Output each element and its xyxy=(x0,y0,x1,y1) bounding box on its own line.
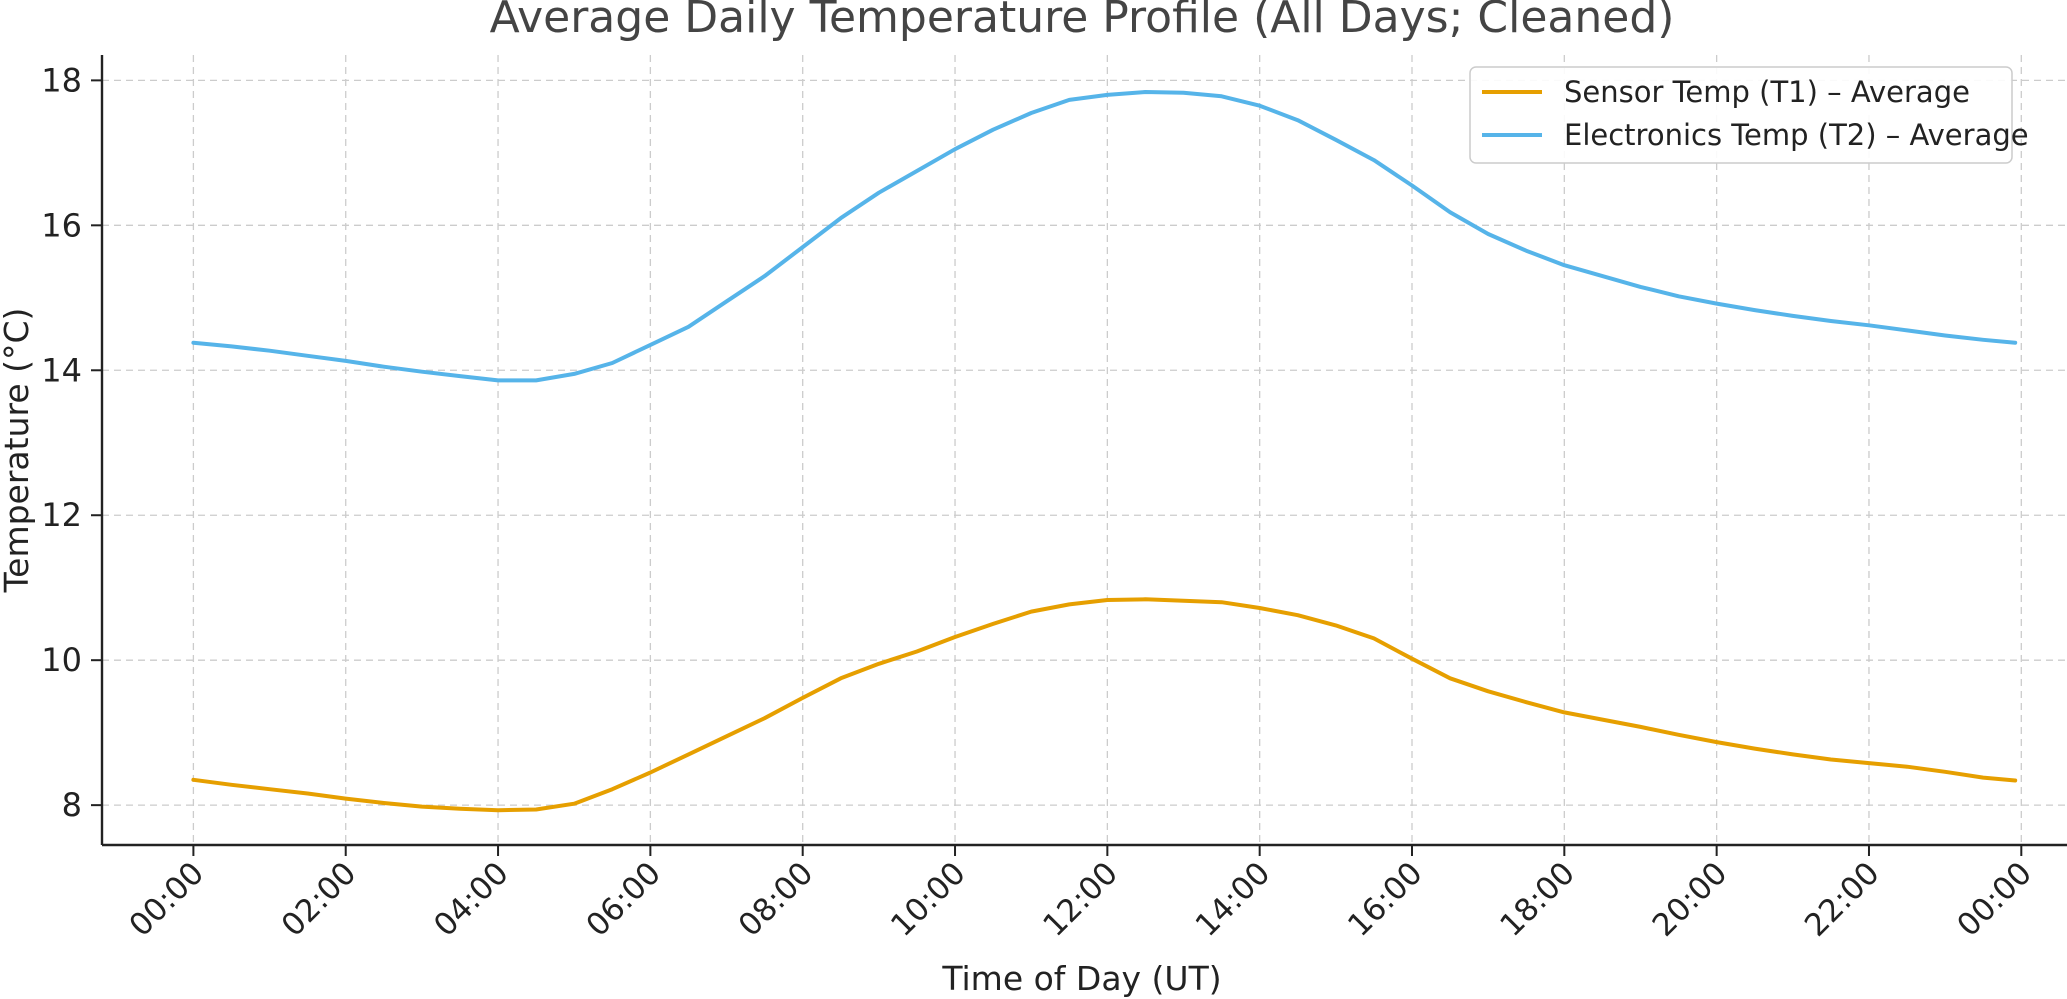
legend-label-t2: Electronics Temp (T2) – Average xyxy=(1564,118,2029,152)
y-axis-label: Temperature (°C) xyxy=(0,308,36,594)
legend: Sensor Temp (T1) – Average Electronics T… xyxy=(1469,66,2029,164)
legend-box xyxy=(1469,66,2013,164)
y-tick-label: 12 xyxy=(41,496,82,534)
series-lines xyxy=(191,90,2018,813)
x-axis-label: Time of Day (UT) xyxy=(941,959,1221,998)
legend-label-t1: Sensor Temp (T1) – Average xyxy=(1564,75,1970,109)
chart-title: Average Daily Temperature Profile (All D… xyxy=(490,0,1675,43)
y-tick-label: 14 xyxy=(41,351,82,389)
y-tick-label: 18 xyxy=(41,61,82,99)
series-line-t1 xyxy=(191,597,2018,813)
y-tick-label: 8 xyxy=(62,786,82,824)
y-tick-label: 10 xyxy=(41,641,82,679)
series-line-t2 xyxy=(191,90,2018,383)
y-tick-label: 16 xyxy=(41,206,82,244)
